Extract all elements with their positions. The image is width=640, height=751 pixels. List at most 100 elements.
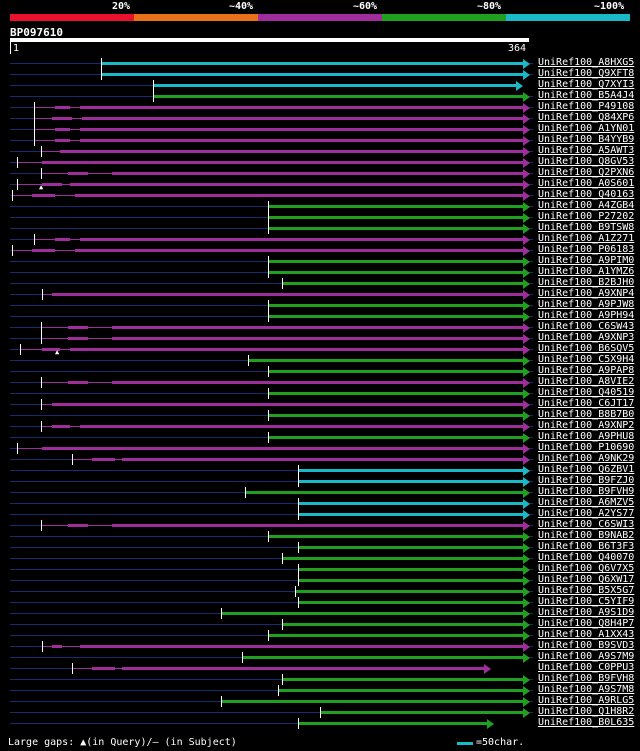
hit-row: UniRef100_B9FVH8 <box>0 673 640 685</box>
hit-link[interactable]: UniRef100_A4ZGB4 <box>538 200 635 211</box>
hit-link[interactable]: UniRef100_P06183 <box>538 244 635 255</box>
hit-link[interactable]: UniRef100_Q6XW17 <box>538 574 635 585</box>
hit-link[interactable]: UniRef100_B5X5G7 <box>538 585 635 596</box>
hit-link[interactable]: UniRef100_B8B7B0 <box>538 409 635 420</box>
alignment-start-tick <box>248 355 249 366</box>
hit-link[interactable]: UniRef100_B4YYB9 <box>538 134 635 145</box>
hit-link[interactable]: UniRef100_P27202 <box>538 211 635 222</box>
alignment-start-tick <box>295 586 296 597</box>
alignment-segment <box>112 381 523 384</box>
hit-row: UniRef100_B0L635 <box>0 717 640 729</box>
query-span-line <box>10 503 533 504</box>
alignment-segment <box>298 601 523 604</box>
hit-link[interactable]: UniRef100_C6SWI3 <box>538 519 635 530</box>
alignment-segment <box>80 139 523 142</box>
hit-link[interactable]: UniRef100_B0L635 <box>538 717 635 728</box>
hit-link[interactable]: UniRef100_A9S7M9 <box>538 651 635 662</box>
alignment-start-tick <box>298 718 299 729</box>
hit-link[interactable]: UniRef100_A6MZV5 <box>538 497 635 508</box>
query-span-line <box>10 602 533 603</box>
hit-link[interactable]: UniRef100_Q8GV53 <box>538 156 635 167</box>
hit-link[interactable]: UniRef100_A9PIM0 <box>538 255 635 266</box>
subject-gap-segment <box>12 195 32 196</box>
hit-link[interactable]: UniRef100_B9TSW8 <box>538 222 635 233</box>
hit-link[interactable]: UniRef100_A9PAP8 <box>538 365 635 376</box>
hit-link[interactable]: UniRef100_Q84XP6 <box>538 112 635 123</box>
hit-link[interactable]: UniRef100_A8VIE2 <box>538 376 635 387</box>
alignment-start-tick <box>221 696 222 707</box>
subject-gap-segment <box>62 646 80 647</box>
alignment-end-arrow <box>523 653 530 663</box>
hit-link[interactable]: UniRef100_A9XNP2 <box>538 420 635 431</box>
hit-link[interactable]: UniRef100_A1YMZ6 <box>538 266 635 277</box>
hit-link[interactable]: UniRef100_B9FVH9 <box>538 486 635 497</box>
alignment-start-tick <box>42 289 43 300</box>
hit-link[interactable]: UniRef100_A9RLG5 <box>538 695 635 706</box>
hit-link[interactable]: UniRef100_Q40070 <box>538 552 635 563</box>
hit-link[interactable]: UniRef100_A9NK29 <box>538 453 635 464</box>
hit-link[interactable]: UniRef100_A9PHU8 <box>538 431 635 442</box>
hit-link[interactable]: UniRef100_C5X9H4 <box>538 354 635 365</box>
alignment-end-arrow <box>523 279 530 289</box>
subject-gap-segment <box>34 129 55 130</box>
hit-link[interactable]: UniRef100_A0S601 <box>538 178 635 189</box>
hit-link[interactable]: UniRef100_A8HXG5 <box>538 57 635 68</box>
hit-link[interactable]: UniRef100_C0PPU3 <box>538 662 635 673</box>
hit-link[interactable]: UniRef100_Q2PXN6 <box>538 167 635 178</box>
subject-gap-segment <box>17 162 42 163</box>
alignment-end-arrow <box>484 664 491 674</box>
hit-link[interactable]: UniRef100_B5A4J4 <box>538 90 635 101</box>
alignment-segment <box>55 238 70 241</box>
hit-link[interactable]: UniRef100_A1YN01 <box>538 123 635 134</box>
alignment-start-tick <box>298 575 299 586</box>
hit-link[interactable]: UniRef100_B9FVH8 <box>538 673 635 684</box>
alignment-end-arrow <box>523 389 530 399</box>
hit-link[interactable]: UniRef100_A9XNP4 <box>538 288 635 299</box>
hit-link[interactable]: UniRef100_P49108 <box>538 101 635 112</box>
hit-link[interactable]: UniRef100_C6JT17 <box>538 398 635 409</box>
hit-row: UniRef100_Q6ZBV1 <box>0 464 640 476</box>
hit-link[interactable]: UniRef100_A1Z271 <box>538 233 635 244</box>
hit-link[interactable]: UniRef100_Q6ZBV1 <box>538 464 635 475</box>
subject-gap-segment <box>70 129 80 130</box>
hit-link[interactable]: UniRef100_Q9XFT8 <box>538 68 635 79</box>
hit-link[interactable]: UniRef100_A9PJW8 <box>538 299 635 310</box>
hit-link[interactable]: UniRef100_A9S7M8 <box>538 684 635 695</box>
subject-gap-segment <box>12 250 32 251</box>
hit-link[interactable]: UniRef100_B9NAB2 <box>538 530 635 541</box>
hit-link[interactable]: UniRef100_A9XNP3 <box>538 332 635 343</box>
hit-row: UniRef100_C6SWI3 <box>0 519 640 531</box>
alignment-start-tick <box>268 432 269 443</box>
subject-gap-segment <box>88 525 112 526</box>
hit-link[interactable]: UniRef100_C5YIF9 <box>538 596 635 607</box>
subject-gap-segment <box>88 382 112 383</box>
hit-link[interactable]: UniRef100_C6SW43 <box>538 321 635 332</box>
percent-label-40: ~40% <box>229 1 254 12</box>
hit-link[interactable]: UniRef100_A9S1D9 <box>538 607 635 618</box>
hit-link[interactable]: UniRef100_B9FZJ0 <box>538 475 635 486</box>
hit-link[interactable]: UniRef100_A5AWT3 <box>538 145 635 156</box>
hit-link[interactable]: UniRef100_B6SQV5 <box>538 343 635 354</box>
alignment-segment <box>295 590 523 593</box>
alignment-segment <box>42 161 523 164</box>
hit-link[interactable]: UniRef100_Q7XYI3 <box>538 79 635 90</box>
hit-link[interactable]: UniRef100_Q8H4P7 <box>538 618 635 629</box>
hit-link[interactable]: UniRef100_B2BJH0 <box>538 277 635 288</box>
hit-link[interactable]: UniRef100_Q6V7X5 <box>538 563 635 574</box>
hit-link[interactable]: UniRef100_A9PH94 <box>538 310 635 321</box>
hit-link[interactable]: UniRef100_Q40519 <box>538 387 635 398</box>
hit-link[interactable]: UniRef100_Q40163 <box>538 189 635 200</box>
alignment-end-arrow <box>523 488 530 498</box>
hit-link[interactable]: UniRef100_P10690 <box>538 442 635 453</box>
hit-link[interactable]: UniRef100_A2YS77 <box>538 508 635 519</box>
hit-row: UniRef100_Q1H8R2 <box>0 706 640 718</box>
hit-link[interactable]: UniRef100_B6T3F3 <box>538 541 635 552</box>
alignment-start-tick <box>282 619 283 630</box>
hit-link[interactable]: UniRef100_A1XX43 <box>538 629 635 640</box>
hit-link[interactable]: UniRef100_Q1H8R2 <box>538 706 635 717</box>
alignment-end-arrow <box>523 158 530 168</box>
hit-link[interactable]: UniRef100_B9SVD3 <box>538 640 635 651</box>
subject-gap-segment <box>70 239 80 240</box>
alignment-segment <box>298 480 523 483</box>
color-band-green <box>382 14 506 21</box>
